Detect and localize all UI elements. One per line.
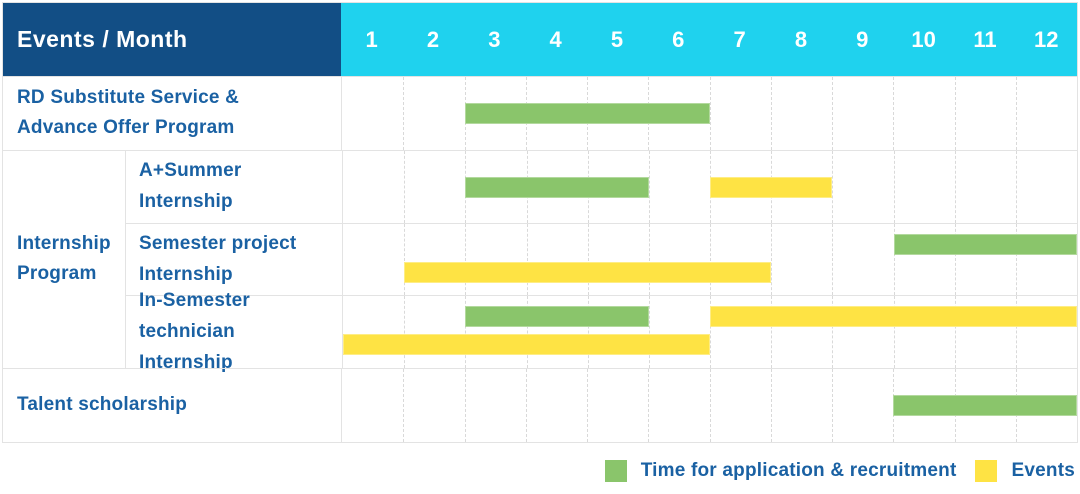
application-bar bbox=[893, 233, 1077, 255]
application-bar bbox=[465, 176, 649, 198]
table-row: Semester project Internship bbox=[126, 222, 1077, 296]
table-row: A+Summer Internship bbox=[126, 150, 1077, 223]
row-timeline bbox=[342, 223, 1077, 296]
table-row: In-Semester technician Internship bbox=[126, 290, 1077, 373]
legend-swatch-application-green bbox=[604, 460, 627, 482]
month-gridline bbox=[404, 150, 406, 223]
month-gridline bbox=[893, 150, 895, 223]
row-label: A+Summer Internship bbox=[139, 159, 242, 212]
group-label: Internship Program bbox=[17, 232, 111, 285]
legend-swatch-events-yellow bbox=[975, 460, 998, 482]
month-gridline bbox=[770, 369, 772, 442]
month-gridline bbox=[832, 150, 834, 223]
month-tick-11: 11 bbox=[973, 26, 997, 52]
month-gridline bbox=[648, 150, 650, 223]
month-tick-5: 5 bbox=[610, 26, 624, 52]
month-gridline bbox=[893, 77, 895, 150]
application-bar bbox=[464, 103, 710, 124]
group-subrows: A+Summer Internship Semester project Inte… bbox=[125, 150, 1077, 373]
legend-label-events: Events bbox=[1011, 460, 1075, 481]
month-tick-10: 10 bbox=[911, 26, 936, 52]
month-tick-1: 1 bbox=[365, 26, 378, 52]
month-gridline bbox=[710, 223, 711, 296]
month-gridline bbox=[648, 369, 650, 442]
month-tick-4: 4 bbox=[549, 26, 562, 52]
month-gridline bbox=[832, 77, 833, 150]
month-gridline bbox=[832, 369, 833, 442]
application-bar bbox=[893, 395, 1077, 417]
month-gridline bbox=[1015, 150, 1017, 223]
month-gridline bbox=[648, 223, 650, 296]
table-header-row: Events / Month 1 2 3 4 5 6 7 8 9 10 11 12 bbox=[3, 3, 1077, 76]
month-gridline bbox=[587, 296, 589, 369]
event-bar bbox=[404, 261, 772, 283]
month-gridline bbox=[709, 77, 711, 150]
month-tick-12: 12 bbox=[1034, 26, 1059, 52]
month-gridline bbox=[1015, 223, 1017, 296]
month-gridline bbox=[954, 77, 956, 150]
event-bar bbox=[710, 176, 833, 198]
month-gridline bbox=[587, 223, 589, 296]
month-gridline bbox=[1015, 77, 1017, 150]
row-label: In-Semester technician Internship bbox=[139, 290, 250, 373]
row-timeline bbox=[342, 296, 1077, 369]
month-gridline bbox=[770, 77, 772, 150]
event-bar bbox=[343, 334, 710, 356]
gantt-body: RD Substitute Service & Advance Offer Pr… bbox=[3, 76, 1077, 442]
month-gridline bbox=[893, 223, 895, 296]
month-gridline bbox=[710, 296, 711, 369]
month-gridline bbox=[954, 296, 956, 369]
month-tick-6: 6 bbox=[672, 26, 685, 52]
month-gridline bbox=[403, 369, 405, 442]
events-month-header-cell: Events / Month bbox=[3, 3, 341, 76]
month-gridline bbox=[954, 150, 956, 223]
month-gridline bbox=[893, 296, 895, 369]
legend-label-application: Time for application & recruitment bbox=[640, 460, 957, 481]
month-gridline bbox=[526, 223, 528, 296]
month-gridline bbox=[526, 296, 528, 369]
row-timeline bbox=[342, 150, 1077, 223]
month-tick-2: 2 bbox=[426, 26, 440, 52]
row-timeline bbox=[341, 77, 1077, 150]
month-gridline bbox=[465, 296, 467, 369]
month-gridline bbox=[404, 296, 406, 369]
gantt-chart-table: Events / Month 1 2 3 4 5 6 7 8 9 10 11 12 RD Substi… bbox=[2, 2, 1078, 443]
month-gridline bbox=[525, 369, 527, 442]
row-timeline bbox=[341, 369, 1077, 442]
month-gridline bbox=[648, 296, 650, 369]
month-gridline bbox=[832, 296, 834, 369]
month-tick-7: 7 bbox=[733, 26, 746, 52]
month-gridline bbox=[403, 77, 405, 150]
month-gridline bbox=[587, 369, 588, 442]
month-tick-8: 8 bbox=[794, 26, 808, 52]
row-label: RD Substitute Service & Advance Offer Pr… bbox=[17, 86, 240, 139]
month-gridline bbox=[465, 223, 467, 296]
month-gridline bbox=[1015, 296, 1017, 369]
month-tick-3: 3 bbox=[488, 26, 501, 52]
legend: Time for application & recruitment Event… bbox=[0, 457, 1075, 485]
table-row: RD Substitute Service & Advance Offer Pr… bbox=[3, 76, 1077, 150]
row-label: Semester project Internship bbox=[139, 232, 297, 285]
application-bar bbox=[465, 306, 649, 328]
event-bar bbox=[710, 306, 1077, 328]
month-gridline bbox=[709, 369, 711, 442]
month-gridline bbox=[464, 369, 466, 442]
month-gridline bbox=[771, 296, 773, 369]
month-gridline bbox=[771, 223, 773, 296]
table-row: Talent scholarship bbox=[3, 368, 1077, 442]
month-tick-9: 9 bbox=[856, 26, 869, 52]
group-section-internship-program: Internship Program A+Summer Internship Sem… bbox=[3, 149, 1077, 373]
month-gridline bbox=[832, 223, 834, 296]
month-header-row: 1 2 3 4 5 6 7 8 9 10 11 12 bbox=[341, 3, 1077, 76]
month-gridline bbox=[404, 223, 406, 296]
month-gridline bbox=[954, 223, 956, 296]
row-label: Talent scholarship bbox=[17, 394, 188, 416]
